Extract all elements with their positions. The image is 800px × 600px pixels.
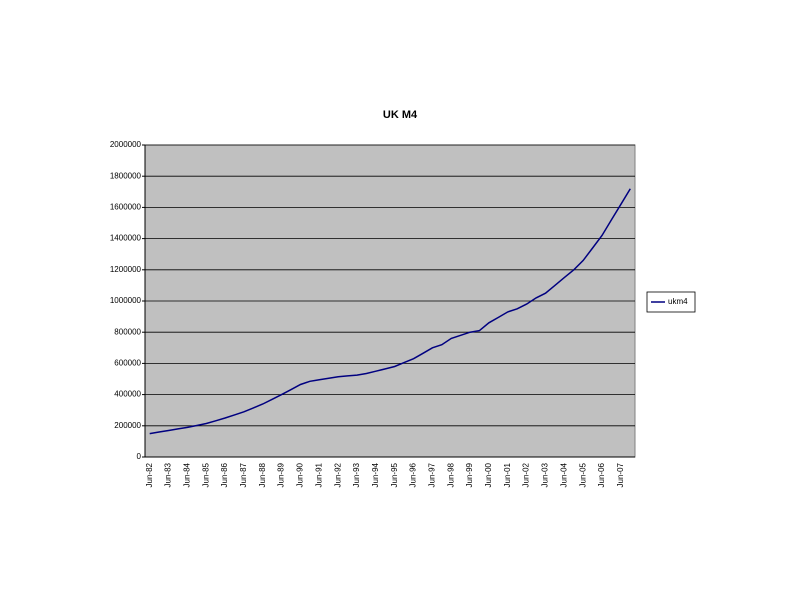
y-tick-label: 1600000 [110, 203, 142, 212]
y-tick-label: 800000 [114, 327, 141, 336]
legend-label: ukm4 [668, 297, 688, 306]
x-tick-label: Jun-85 [201, 462, 210, 487]
x-tick-label: Jun-93 [352, 462, 361, 487]
x-tick-label: Jun-82 [145, 462, 154, 487]
x-tick-label: Jun-02 [522, 462, 531, 487]
x-tick-label: Jun-95 [390, 462, 399, 487]
x-tick-label: Jun-07 [616, 462, 625, 487]
x-tick-label: Jun-97 [428, 462, 437, 487]
x-tick-label: Jun-84 [183, 462, 192, 487]
y-tick-label: 1000000 [110, 296, 142, 305]
y-tick-label: 1200000 [110, 265, 142, 274]
y-tick-label: 400000 [114, 390, 141, 399]
x-tick-label: Jun-98 [446, 462, 455, 487]
x-tick-label: Jun-96 [409, 462, 418, 487]
x-tick-label: Jun-06 [597, 462, 606, 487]
x-tick-label: Jun-94 [371, 462, 380, 487]
x-tick-label: Jun-00 [484, 462, 493, 487]
x-tick-label: Jun-86 [220, 462, 229, 487]
x-tick-label: Jun-05 [578, 462, 587, 487]
series-line [149, 188, 631, 435]
x-tick-label: Jun-92 [333, 462, 342, 487]
y-tick-label: 1800000 [110, 171, 142, 180]
chart-title: UK M4 [383, 109, 418, 121]
legend-box [646, 291, 696, 313]
y-tick-label: 0 [137, 452, 142, 461]
x-tick-label: Jun-01 [503, 462, 512, 487]
x-tick-label: Jun-83 [164, 462, 173, 487]
x-tick-label: Jun-04 [559, 462, 568, 487]
x-tick-label: Jun-91 [314, 462, 323, 487]
x-tick-label: Jun-89 [277, 462, 286, 487]
y-tick-label: 2000000 [110, 140, 142, 149]
x-tick-label: Jun-03 [541, 462, 550, 487]
x-tick-label: Jun-87 [239, 462, 248, 487]
y-tick-label: 1400000 [110, 234, 142, 243]
x-tick-label: Jun-90 [296, 462, 305, 487]
x-tick-label: Jun-99 [465, 462, 474, 487]
y-tick-label: 200000 [114, 421, 141, 430]
x-tick-label: Jun-88 [258, 462, 267, 487]
y-tick-label: 600000 [114, 359, 141, 368]
